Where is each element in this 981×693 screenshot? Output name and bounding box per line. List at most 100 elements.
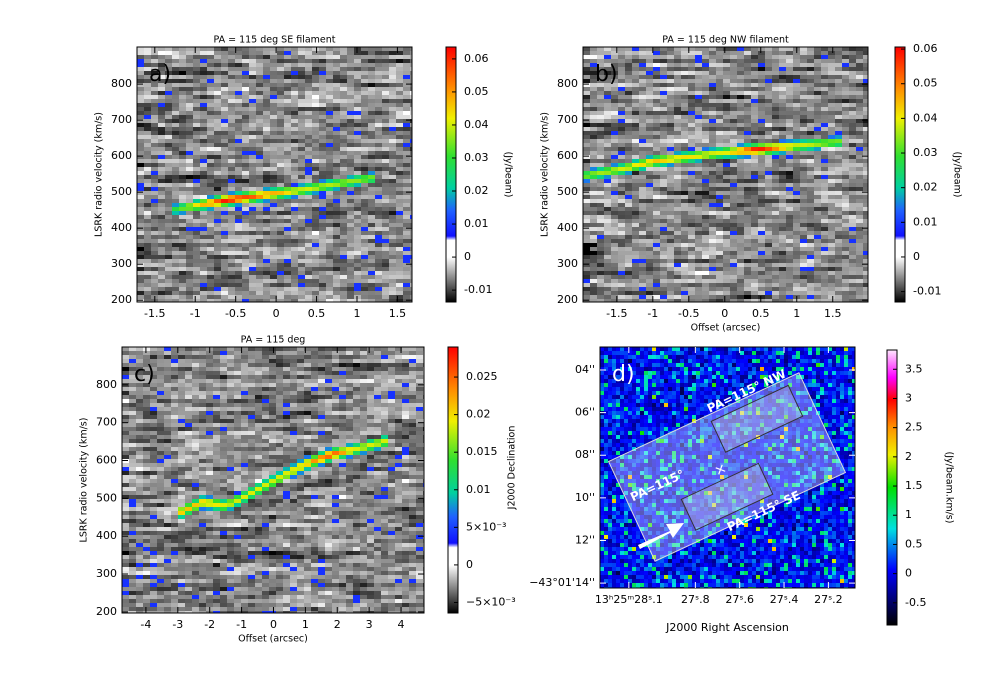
pixel	[382, 127, 389, 131]
pixel	[667, 215, 674, 219]
pixel	[702, 91, 709, 95]
pixel	[751, 147, 758, 151]
pixel	[221, 203, 228, 207]
pixel	[590, 51, 597, 55]
pixel	[333, 135, 340, 139]
pixel	[333, 219, 340, 223]
pixel	[347, 131, 354, 135]
pixel	[814, 123, 821, 127]
pixel	[793, 79, 800, 83]
pixel	[772, 263, 779, 267]
pixel	[249, 263, 256, 267]
pixel	[681, 63, 688, 67]
pixel	[214, 211, 221, 215]
pixel	[277, 111, 284, 115]
pixel	[646, 223, 653, 227]
pixel	[807, 187, 814, 191]
pixel	[319, 87, 326, 91]
pixel	[639, 207, 646, 211]
pixel	[326, 79, 333, 83]
pixel	[597, 63, 604, 67]
pixel	[611, 127, 618, 131]
pixel	[618, 55, 625, 59]
pixel	[165, 67, 172, 71]
pixel	[597, 183, 604, 187]
pixel	[305, 271, 312, 275]
pixel	[403, 283, 410, 287]
pixel	[249, 223, 256, 227]
pixel	[744, 255, 751, 259]
pixel	[765, 147, 772, 151]
pixel	[319, 187, 326, 191]
pixel	[151, 215, 158, 219]
pixel	[382, 211, 389, 215]
x-tick-label: -1	[190, 307, 201, 320]
pixel	[653, 203, 660, 207]
pixel	[193, 267, 200, 271]
pixel	[179, 295, 186, 299]
pixel	[842, 251, 849, 255]
pixel	[284, 87, 291, 91]
pixel	[410, 103, 412, 107]
pixel	[382, 155, 389, 159]
pixel	[723, 99, 730, 103]
pixel	[291, 283, 298, 287]
pixel	[340, 179, 347, 183]
pixel	[625, 271, 632, 275]
pixel	[639, 251, 646, 255]
pixel	[779, 259, 786, 263]
pixel	[723, 87, 730, 91]
pixel	[256, 199, 263, 203]
pixel	[800, 235, 807, 239]
pixel	[681, 239, 688, 243]
pixel	[842, 115, 849, 119]
pixel	[172, 183, 179, 187]
pixel	[410, 167, 412, 171]
pixel	[200, 67, 207, 71]
pixel	[277, 215, 284, 219]
pixel	[228, 291, 235, 295]
pixel	[667, 219, 674, 223]
pixel	[396, 243, 403, 247]
pixel	[821, 207, 828, 211]
pixel	[807, 155, 814, 159]
pixel	[298, 103, 305, 107]
pixel	[674, 211, 681, 215]
pixel	[730, 267, 737, 271]
pixel	[151, 143, 158, 147]
pixel	[660, 231, 667, 235]
pixel	[863, 103, 868, 107]
pixel	[305, 243, 312, 247]
pixel	[772, 211, 779, 215]
pixel	[284, 55, 291, 59]
pixel	[653, 123, 660, 127]
pixel	[758, 255, 765, 259]
pixel	[410, 183, 412, 187]
pixel	[765, 55, 772, 59]
pixel	[681, 231, 688, 235]
pixel	[583, 79, 590, 83]
pixel	[723, 55, 730, 59]
pixel	[151, 111, 158, 115]
pixel	[737, 167, 744, 171]
pixel	[674, 163, 681, 167]
pixel	[354, 119, 361, 123]
pixel	[793, 151, 800, 155]
pixel	[340, 227, 347, 231]
pixel	[681, 195, 688, 199]
pixel	[618, 231, 625, 235]
pixel	[590, 151, 597, 155]
pixel	[186, 99, 193, 103]
pixel	[793, 59, 800, 63]
pixel	[674, 51, 681, 55]
pixel	[786, 243, 793, 247]
pixel	[249, 283, 256, 287]
pixel	[347, 159, 354, 163]
pixel	[625, 51, 632, 55]
pixel	[340, 187, 347, 191]
pixel	[263, 63, 270, 67]
pixel	[583, 123, 590, 127]
pixel	[842, 267, 849, 271]
pixel	[221, 263, 228, 267]
pixel	[800, 187, 807, 191]
